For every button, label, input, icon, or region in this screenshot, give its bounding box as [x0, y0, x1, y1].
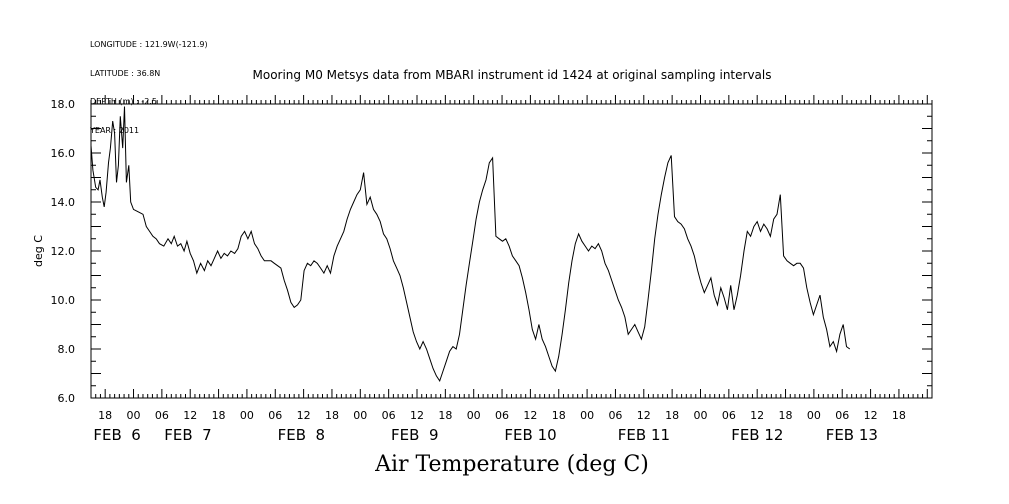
- date-label: FEB 6: [93, 426, 140, 444]
- y-axis-label: deg C: [32, 235, 45, 267]
- date-label: FEB 13: [826, 426, 878, 444]
- date-label: FEB 10: [504, 426, 556, 444]
- latitude-text: LATITUDE : 36.8N: [90, 68, 161, 78]
- date-label: FEB 7: [164, 426, 211, 444]
- y-tick-label: 16.0: [51, 147, 76, 160]
- x-tick-label: 18: [779, 409, 793, 422]
- date-label: FEB 12: [731, 426, 783, 444]
- x-tick-label: 00: [240, 409, 254, 422]
- x-tick-label: 06: [268, 409, 282, 422]
- date-label: FEB 8: [278, 426, 325, 444]
- y-tick-label: 8.0: [58, 343, 76, 356]
- metadata-block: LONGITUDE : 121.9W(-121.9) LATITUDE : 36…: [90, 21, 208, 154]
- y-tick-label: 12.0: [51, 245, 76, 258]
- x-tick-label: 06: [155, 409, 169, 422]
- x-tick-label: 18: [325, 409, 339, 422]
- x-tick-label: 18: [212, 409, 226, 422]
- y-tick-label: 10.0: [51, 294, 76, 307]
- x-tick-label: 06: [495, 409, 509, 422]
- x-tick-label: 18: [98, 409, 112, 422]
- x-tick-label: 12: [410, 409, 424, 422]
- y-tick-label: 6.0: [58, 392, 76, 405]
- x-tick-label: 12: [183, 409, 197, 422]
- x-tick-label: 06: [722, 409, 736, 422]
- date-label: FEB 11: [618, 426, 670, 444]
- x-tick-label: 00: [580, 409, 594, 422]
- x-tick-label: 12: [523, 409, 537, 422]
- y-tick-label: 18.0: [51, 98, 76, 111]
- x-tick-label: 18: [552, 409, 566, 422]
- x-tick-label: 00: [127, 409, 141, 422]
- x-tick-label: 06: [608, 409, 622, 422]
- chart-title: Mooring M0 Metsys data from MBARI instru…: [252, 68, 772, 82]
- date-label: FEB 9: [391, 426, 438, 444]
- x-axis-label: Air Temperature (deg C): [375, 452, 649, 477]
- x-tick-label: 12: [637, 409, 651, 422]
- x-tick-label: 06: [835, 409, 849, 422]
- year-text: YEAR : 2011: [90, 125, 140, 135]
- x-tick-label: 00: [353, 409, 367, 422]
- x-tick-label: 00: [693, 409, 707, 422]
- x-tick-label: 18: [438, 409, 452, 422]
- x-tick-label: 12: [297, 409, 311, 422]
- x-tick-label: 00: [807, 409, 821, 422]
- x-tick-label: 18: [665, 409, 679, 422]
- x-tick-label: 12: [750, 409, 764, 422]
- x-tick-label: 12: [864, 409, 878, 422]
- x-tick-label: 06: [382, 409, 396, 422]
- x-tick-label: 00: [467, 409, 481, 422]
- temperature-line: [90, 106, 851, 383]
- x-tick-label: 18: [892, 409, 906, 422]
- y-tick-label: 14.0: [51, 196, 76, 209]
- depth-text: DEPTH (m) : -2.5: [90, 97, 157, 106]
- longitude-text: LONGITUDE : 121.9W(-121.9): [90, 40, 208, 49]
